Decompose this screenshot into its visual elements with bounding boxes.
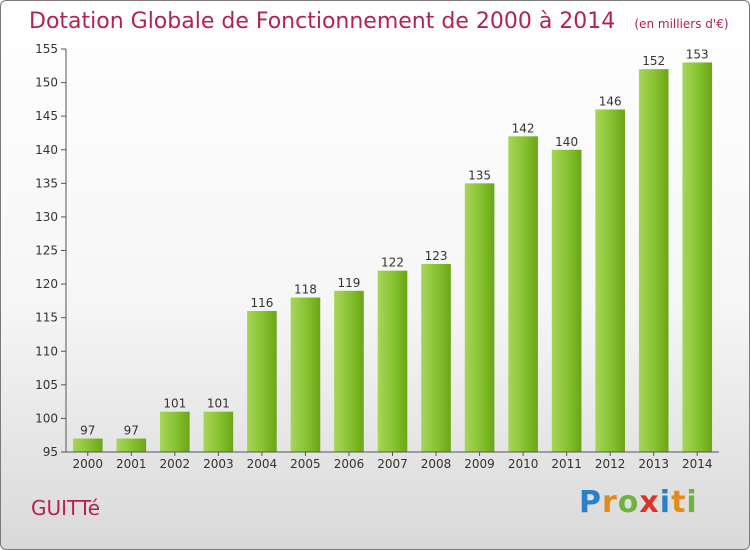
x-tick-label-2014: 2014 (682, 457, 713, 471)
x-tick-label-2007: 2007 (377, 457, 408, 471)
data-label-2010: 142 (512, 121, 535, 135)
y-tick-label: 115 (35, 311, 58, 325)
y-tick-label: 95 (43, 445, 58, 459)
logo-letter: r (602, 485, 618, 520)
data-label-2008: 123 (425, 249, 448, 263)
x-tick-label-2012: 2012 (595, 457, 626, 471)
proxiti-logo[interactable]: Proxiti (579, 485, 698, 520)
y-tick-label: 150 (35, 76, 58, 90)
data-label-2000: 97 (80, 424, 95, 438)
bar-2013 (638, 69, 669, 453)
title-row: Dotation Globale de Fonctionnement de 20… (29, 9, 729, 34)
x-tick-label-2010: 2010 (508, 457, 539, 471)
x-tick-label-2000: 2000 (72, 457, 103, 471)
data-label-2006: 119 (338, 276, 361, 290)
y-tick-label: 105 (35, 378, 58, 392)
y-tick-label: 155 (35, 42, 58, 56)
y-tick-label: 140 (35, 143, 58, 157)
logo-letter: i (659, 485, 672, 520)
data-label-2003: 101 (207, 397, 230, 411)
data-label-2004: 116 (250, 296, 273, 310)
x-tick-label-2005: 2005 (290, 457, 321, 471)
data-label-2012: 146 (599, 94, 622, 108)
data-label-2005: 118 (294, 283, 317, 297)
logo-letter: t (671, 485, 687, 520)
logo-letter: P (579, 485, 602, 520)
data-label-2013: 152 (642, 54, 665, 68)
bars: 97 97 101 101 116 118 119 122 123 135 142 140 146 152… (72, 47, 713, 453)
x-tick-label-2006: 2006 (334, 457, 365, 471)
x-tick-label-2008: 2008 (421, 457, 452, 471)
data-label-2002: 101 (163, 397, 186, 411)
x-tick-label-2011: 2011 (551, 457, 582, 471)
x-tick-label-2003: 2003 (203, 457, 234, 471)
y-tick-label: 125 (35, 244, 58, 258)
bar-2007 (377, 270, 408, 452)
x-tick-label-2009: 2009 (464, 457, 495, 471)
logo-letter: i (686, 485, 698, 520)
data-label-2011: 140 (555, 135, 578, 149)
bar-2003 (203, 411, 234, 452)
logo-letter: o (617, 485, 640, 520)
bar-2012 (595, 109, 625, 452)
bar-2001 (116, 438, 147, 452)
y-tick-label: 120 (35, 277, 58, 291)
chart-unit: (en milliers d'€) (634, 17, 729, 31)
bar-2002 (160, 411, 190, 452)
bar-2005 (290, 297, 321, 452)
data-label-2007: 122 (381, 256, 404, 270)
y-tick-label: 130 (35, 210, 58, 224)
data-label-2014: 153 (686, 47, 709, 61)
bar-2009 (464, 183, 495, 453)
commune-name: GUITTé (31, 496, 101, 520)
y-tick-label: 135 (35, 176, 58, 190)
chart-title: Dotation Globale de Fonctionnement de 20… (29, 9, 616, 34)
y-tick-label: 110 (35, 344, 58, 358)
bar-2004 (247, 310, 277, 452)
x-tick-label-2013: 2013 (638, 457, 669, 471)
logo-letter: x (639, 485, 660, 520)
bar-2014 (682, 62, 713, 452)
bar-2006 (334, 290, 364, 452)
bar-2011 (551, 149, 582, 452)
bar-2010 (508, 136, 538, 453)
y-tick-label: 100 (35, 411, 58, 425)
bar-2000 (72, 438, 103, 452)
y-tick-label: 145 (35, 109, 58, 123)
x-axis: 2000 2001 2002 2003 2004 2005 2006 2007 2008 2009… (66, 451, 719, 471)
x-tick-label-2004: 2004 (247, 457, 278, 471)
data-label-2009: 135 (468, 168, 491, 182)
x-tick-label-2002: 2002 (160, 457, 191, 471)
data-label-2001: 97 (124, 424, 139, 438)
x-tick-label-2001: 2001 (116, 457, 147, 471)
y-axis: 95 100 105 110 115 120 125 130 135 140 145 150 155 (35, 42, 67, 459)
bar-2008 (421, 263, 451, 452)
